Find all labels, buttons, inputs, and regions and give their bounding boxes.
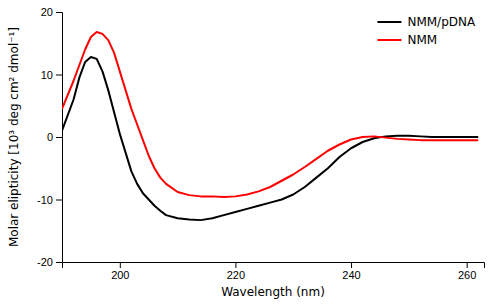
tick: -10 (37, 194, 62, 206)
plot: 200 220 240 260 -20 -10 0 10 20 Wavelength (nm) Mo… (7, 6, 485, 299)
legend: NMM/pDNA NMM (377, 15, 476, 47)
tick-label: 220 (227, 269, 245, 281)
y-axis-title: Molar elipticity [10³ deg cm² dmol⁻¹] (7, 27, 21, 247)
tick: 200 (111, 262, 129, 281)
x-axis-title: Wavelength (nm) (221, 285, 325, 299)
y-axis: -20 -10 0 10 20 (37, 6, 62, 268)
legend-swatch (377, 39, 401, 41)
tick: 260 (458, 262, 476, 281)
tick: 10 (41, 69, 62, 81)
tick-mark (351, 262, 352, 268)
axis-line (63, 263, 485, 269)
tick: 240 (342, 262, 360, 281)
tick-label: 10 (41, 69, 53, 81)
tick: 20 (41, 6, 62, 18)
lines (62, 32, 478, 220)
tick-mark (56, 137, 62, 138)
legend-label: NMM (407, 33, 437, 47)
tick-label: -20 (37, 256, 53, 268)
tick-mark (56, 12, 62, 13)
tick-mark (467, 262, 468, 268)
legend-swatch (377, 21, 401, 23)
tick-label: -10 (37, 194, 53, 206)
tick-label: 240 (342, 269, 360, 281)
tick: -20 (37, 256, 62, 268)
axis-line (56, 13, 63, 263)
legend-item: NMM/pDNA (377, 15, 476, 29)
chart: 200 220 240 260 -20 -10 0 10 20 Wavelength (nm) Mo… (0, 0, 500, 304)
legend-item: NMM (377, 33, 437, 47)
tick-mark (56, 75, 62, 76)
tick-mark (120, 262, 121, 268)
line (62, 57, 478, 220)
tick-mark (56, 200, 62, 201)
tick-label: 0 (47, 131, 53, 143)
tick-mark (235, 262, 236, 268)
tick: 220 (227, 262, 245, 281)
legend-label: NMM/pDNA (407, 15, 476, 29)
line (62, 32, 478, 197)
tick: 0 (47, 131, 62, 143)
tick-label: 20 (41, 6, 53, 18)
tick-mark (56, 262, 62, 263)
x-axis: 200 220 240 260 (63, 262, 485, 281)
tick-label: 260 (458, 269, 476, 281)
tick-label: 200 (111, 269, 129, 281)
